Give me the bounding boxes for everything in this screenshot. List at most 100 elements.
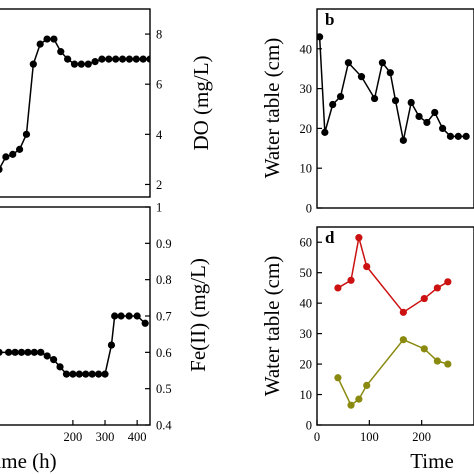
y-axis-title: Water table (cm) [260, 38, 284, 179]
series-line [337, 338, 449, 407]
y-tick-label: 40 [300, 42, 313, 56]
y-tick-label: 30 [300, 82, 313, 96]
data-point [444, 360, 452, 368]
data-point [62, 370, 71, 378]
x-tick-label: 0 [314, 430, 320, 444]
y-axis-title: Water table (cm) [260, 256, 284, 397]
y-tick-label: 10 [300, 388, 313, 402]
panel-c: 0.4 0.5 0.6 0.7 0.8 0.9 1 200 300 400 Fe(II) (mg/L… [0, 201, 210, 473]
y-tick-label: 50 [300, 266, 313, 280]
data-point [344, 59, 352, 67]
data-point [370, 94, 379, 103]
data-point [77, 60, 85, 68]
y-tick-label: 20 [300, 358, 313, 372]
x-tick-label: 400 [128, 430, 147, 444]
series-line [337, 237, 449, 314]
y-tick-label: 0.4 [156, 419, 172, 433]
data-point [29, 60, 37, 68]
data-layer [0, 35, 150, 173]
data-point [378, 59, 387, 67]
data-point [133, 312, 141, 320]
data-point [0, 348, 3, 356]
plot-frame [316, 8, 474, 209]
data-point [5, 348, 13, 356]
panel-label: d [325, 228, 335, 247]
data-point [336, 92, 345, 101]
data-point [0, 165, 3, 173]
panel-a: 2 4 6 8 DO (mg/L) [0, 8, 213, 198]
data-point [420, 294, 428, 303]
data-point [355, 395, 363, 403]
y-axis-title: Fe(II) (mg/L) [186, 258, 210, 372]
data-point [132, 55, 140, 63]
data-point [2, 153, 10, 161]
data-point [107, 341, 116, 349]
data-point [321, 128, 329, 136]
data-point [391, 96, 400, 105]
plot-frame [316, 226, 474, 426]
y-tick-label: 1 [156, 201, 162, 215]
data-point [117, 312, 125, 320]
data-point [433, 284, 441, 292]
data-point [420, 345, 428, 353]
y-tick-label: 8 [156, 28, 162, 42]
data-point [57, 48, 65, 56]
data-point [407, 98, 415, 107]
data-layer [334, 234, 452, 409]
data-point [446, 132, 455, 140]
x-tick-label: 200 [412, 430, 431, 444]
data-point [112, 55, 120, 63]
series-line [0, 315, 146, 375]
data-point [125, 312, 133, 320]
data-point [98, 55, 106, 63]
data-point [24, 348, 32, 356]
data-point [105, 55, 113, 63]
data-point [399, 308, 407, 316]
data-point [91, 58, 99, 66]
data-point [50, 356, 58, 364]
y-axis-title: DO (mg/L) [189, 55, 213, 150]
data-point [139, 55, 147, 63]
data-point [439, 124, 447, 132]
data-point [70, 60, 79, 68]
data-point [444, 278, 452, 286]
y-tick-label: 0 [306, 419, 312, 433]
data-point [15, 145, 24, 153]
data-point [118, 55, 127, 63]
x-axis-title: Time [410, 449, 454, 473]
y-tick-label: 20 [300, 122, 313, 136]
panel-label: b [325, 10, 334, 29]
plot-frame [0, 8, 151, 198]
y-tick-label: 40 [300, 297, 313, 311]
y-tick-label: 10 [300, 162, 313, 176]
data-point [84, 60, 92, 68]
data-point [347, 276, 355, 284]
data-point [56, 363, 64, 371]
data-point [43, 35, 51, 43]
data-point [88, 370, 96, 378]
data-point [17, 348, 26, 356]
data-point [146, 55, 150, 63]
data-point [431, 108, 439, 117]
data-point [423, 118, 431, 127]
data-point [111, 312, 119, 320]
data-point [399, 136, 407, 144]
data-point [50, 35, 58, 43]
y-tick-label: 4 [156, 128, 163, 142]
data-point [36, 40, 44, 48]
y-tick-label: 0.8 [156, 273, 172, 287]
data-layer [0, 312, 149, 378]
data-point [386, 69, 394, 77]
y-tick-label: 0.7 [156, 310, 172, 324]
data-point [399, 336, 407, 344]
data-point [22, 130, 31, 138]
data-point [69, 370, 77, 378]
data-point [454, 132, 462, 140]
data-point [329, 100, 337, 109]
data-layer [317, 33, 470, 144]
y-tick-label: 0.6 [156, 346, 172, 360]
panel-d: 0 10 20 30 40 50 60 0 100 200 Water table (cm) Time… [260, 226, 474, 473]
data-point [433, 357, 441, 365]
y-tick-label: 0 [306, 202, 312, 216]
